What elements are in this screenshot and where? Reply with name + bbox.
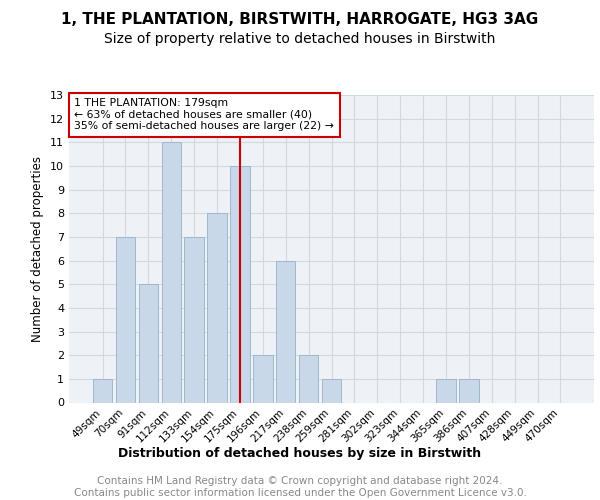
Bar: [459, 379, 479, 402]
Bar: [93, 379, 112, 402]
Text: 1, THE PLANTATION, BIRSTWITH, HARROGATE, HG3 3AG: 1, THE PLANTATION, BIRSTWITH, HARROGATE,…: [61, 12, 539, 28]
Bar: [276, 260, 295, 402]
Bar: [184, 237, 204, 402]
Y-axis label: Number of detached properties: Number of detached properties: [31, 156, 44, 342]
Text: Contains HM Land Registry data © Crown copyright and database right 2024.
Contai: Contains HM Land Registry data © Crown c…: [74, 476, 526, 498]
Bar: [253, 355, 272, 403]
Bar: [161, 142, 181, 402]
Bar: [230, 166, 250, 402]
Bar: [436, 379, 455, 402]
Text: Distribution of detached houses by size in Birstwith: Distribution of detached houses by size …: [118, 448, 482, 460]
Bar: [139, 284, 158, 403]
Bar: [322, 379, 341, 402]
Text: 1 THE PLANTATION: 179sqm
← 63% of detached houses are smaller (40)
35% of semi-d: 1 THE PLANTATION: 179sqm ← 63% of detach…: [74, 98, 334, 132]
Bar: [208, 214, 227, 402]
Bar: [116, 237, 135, 402]
Text: Size of property relative to detached houses in Birstwith: Size of property relative to detached ho…: [104, 32, 496, 46]
Bar: [299, 355, 319, 403]
